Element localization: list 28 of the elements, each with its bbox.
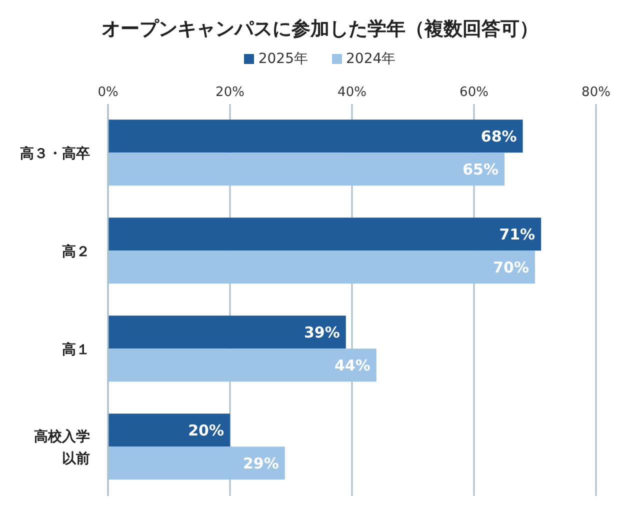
data-label: 65% [462, 160, 498, 179]
x-tick-label: 60% [460, 85, 488, 100]
y-tick-label: 高校入学以前 [34, 428, 90, 467]
data-label: 70% [493, 258, 529, 277]
data-label: 68% [480, 128, 517, 146]
x-tick-label: 40% [338, 85, 366, 100]
y-tick-label: 高１ [62, 341, 90, 358]
data-label: 44% [334, 356, 370, 375]
x-tick-label: 20% [216, 85, 244, 100]
chart-title: オープンキャンパスに参加した学年（複数回答可） [100, 17, 540, 42]
y-tick-label: 高３・高卒 [20, 145, 90, 162]
x-tick-label: 80% [582, 85, 610, 100]
legend-label: 2025年 [258, 50, 308, 68]
legend-label: 2024年 [346, 50, 396, 68]
data-label: 39% [304, 324, 340, 342]
bar [108, 152, 504, 186]
data-label: 20% [188, 422, 224, 440]
bar [108, 348, 376, 382]
data-label: 29% [242, 454, 279, 473]
y-tick-label: 高２ [62, 243, 90, 260]
bar [108, 316, 346, 349]
bar [108, 414, 230, 447]
data-label: 71% [499, 226, 536, 244]
x-tick-label: 0% [98, 85, 118, 100]
bar [108, 218, 542, 251]
bar [108, 250, 535, 284]
bar [108, 120, 523, 153]
bar [108, 446, 285, 480]
